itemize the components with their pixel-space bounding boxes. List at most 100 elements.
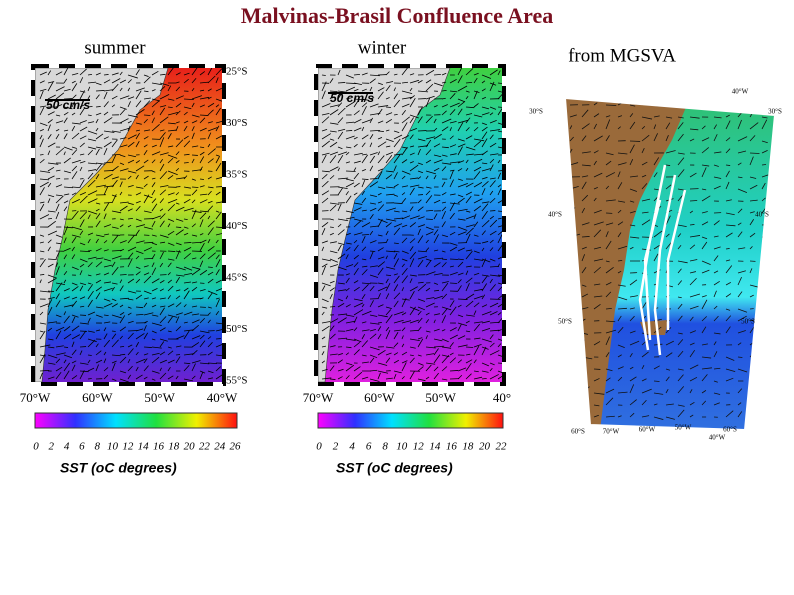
current-vector [449,193,456,196]
current-vector [215,254,220,260]
current-vector [79,192,86,196]
colorbar-tick: 2 [49,441,55,453]
current-vector [47,258,57,261]
current-vector [677,260,688,264]
current-vector [87,367,95,372]
current-vector [465,277,473,284]
current-vector [725,368,736,373]
current-vector [401,237,408,244]
current-vector [337,167,340,172]
current-vector [119,326,127,332]
current-vector [497,343,502,348]
current-vector [175,289,181,292]
current-vector [481,283,487,292]
current-vector [127,252,134,260]
current-vector [191,350,198,356]
current-vector [167,157,174,164]
current-vector [207,220,215,228]
current-vector [353,349,360,356]
current-vector [737,402,742,406]
current-vector [87,81,97,84]
current-vector [497,210,502,212]
current-vector [605,160,612,166]
current-vector [143,159,149,164]
current-vector [581,123,590,130]
current-vector [55,234,63,238]
lon-label: 50°W [144,390,175,405]
current-vector [215,156,221,164]
current-vector [103,351,107,356]
current-vector [159,220,165,228]
current-vector [159,372,167,380]
current-vector [457,68,462,76]
current-vector [207,278,214,284]
current-vector [151,182,156,188]
current-vector [773,332,775,335]
current-vector [345,277,350,284]
current-vector [617,221,624,226]
current-vector [143,144,148,148]
current-vector [207,75,216,84]
current-vector [55,314,62,318]
current-vector [167,250,176,252]
current-vector [701,211,708,214]
current-vector [79,370,85,380]
current-vector [369,230,374,236]
current-vector [401,210,408,213]
current-vector [761,280,770,286]
current-vector [167,279,173,284]
current-vector [473,72,479,76]
current-vector [191,68,198,76]
current-vector [127,202,134,205]
current-vector [581,181,587,190]
current-vector [143,118,148,124]
current-vector [569,265,575,274]
current-vector [369,86,373,92]
current-vector [369,240,377,244]
current-vector [449,306,457,316]
current-vector [377,326,382,332]
current-vector [761,197,766,202]
current-vector [417,186,424,189]
current-vector [425,364,432,372]
current-vector [345,338,356,341]
current-vector [409,152,415,156]
current-vector [441,329,446,332]
current-vector [87,74,93,76]
current-vector [71,266,79,270]
current-vector [725,259,731,262]
current-vector [409,95,415,100]
current-vector [119,356,127,364]
colorbar-tick: 18 [168,441,180,453]
current-vector [417,354,422,357]
current-vector [497,137,502,140]
current-vector [151,98,161,102]
current-vector [39,330,44,333]
current-vector [481,230,486,236]
current-vector [665,150,676,154]
current-vector [71,112,76,116]
current-vector [151,234,157,237]
current-vector [749,268,753,274]
current-vector [605,336,610,346]
current-vector [345,254,349,260]
current-vector [353,192,358,196]
current-vector [489,81,495,92]
current-vector [457,279,462,284]
current-vector [71,325,80,332]
current-vector [425,69,435,76]
current-vector [737,276,742,286]
current-vector [159,129,165,132]
current-vector [199,288,206,292]
current-vector [79,77,84,84]
current-vector [581,194,589,202]
current-vector [725,282,731,286]
current-vector [665,368,671,371]
current-vector [127,185,134,188]
current-vector [199,185,205,188]
current-vector [199,166,203,172]
current-vector [345,191,349,196]
current-vector [417,162,423,165]
current-vector [713,367,721,370]
